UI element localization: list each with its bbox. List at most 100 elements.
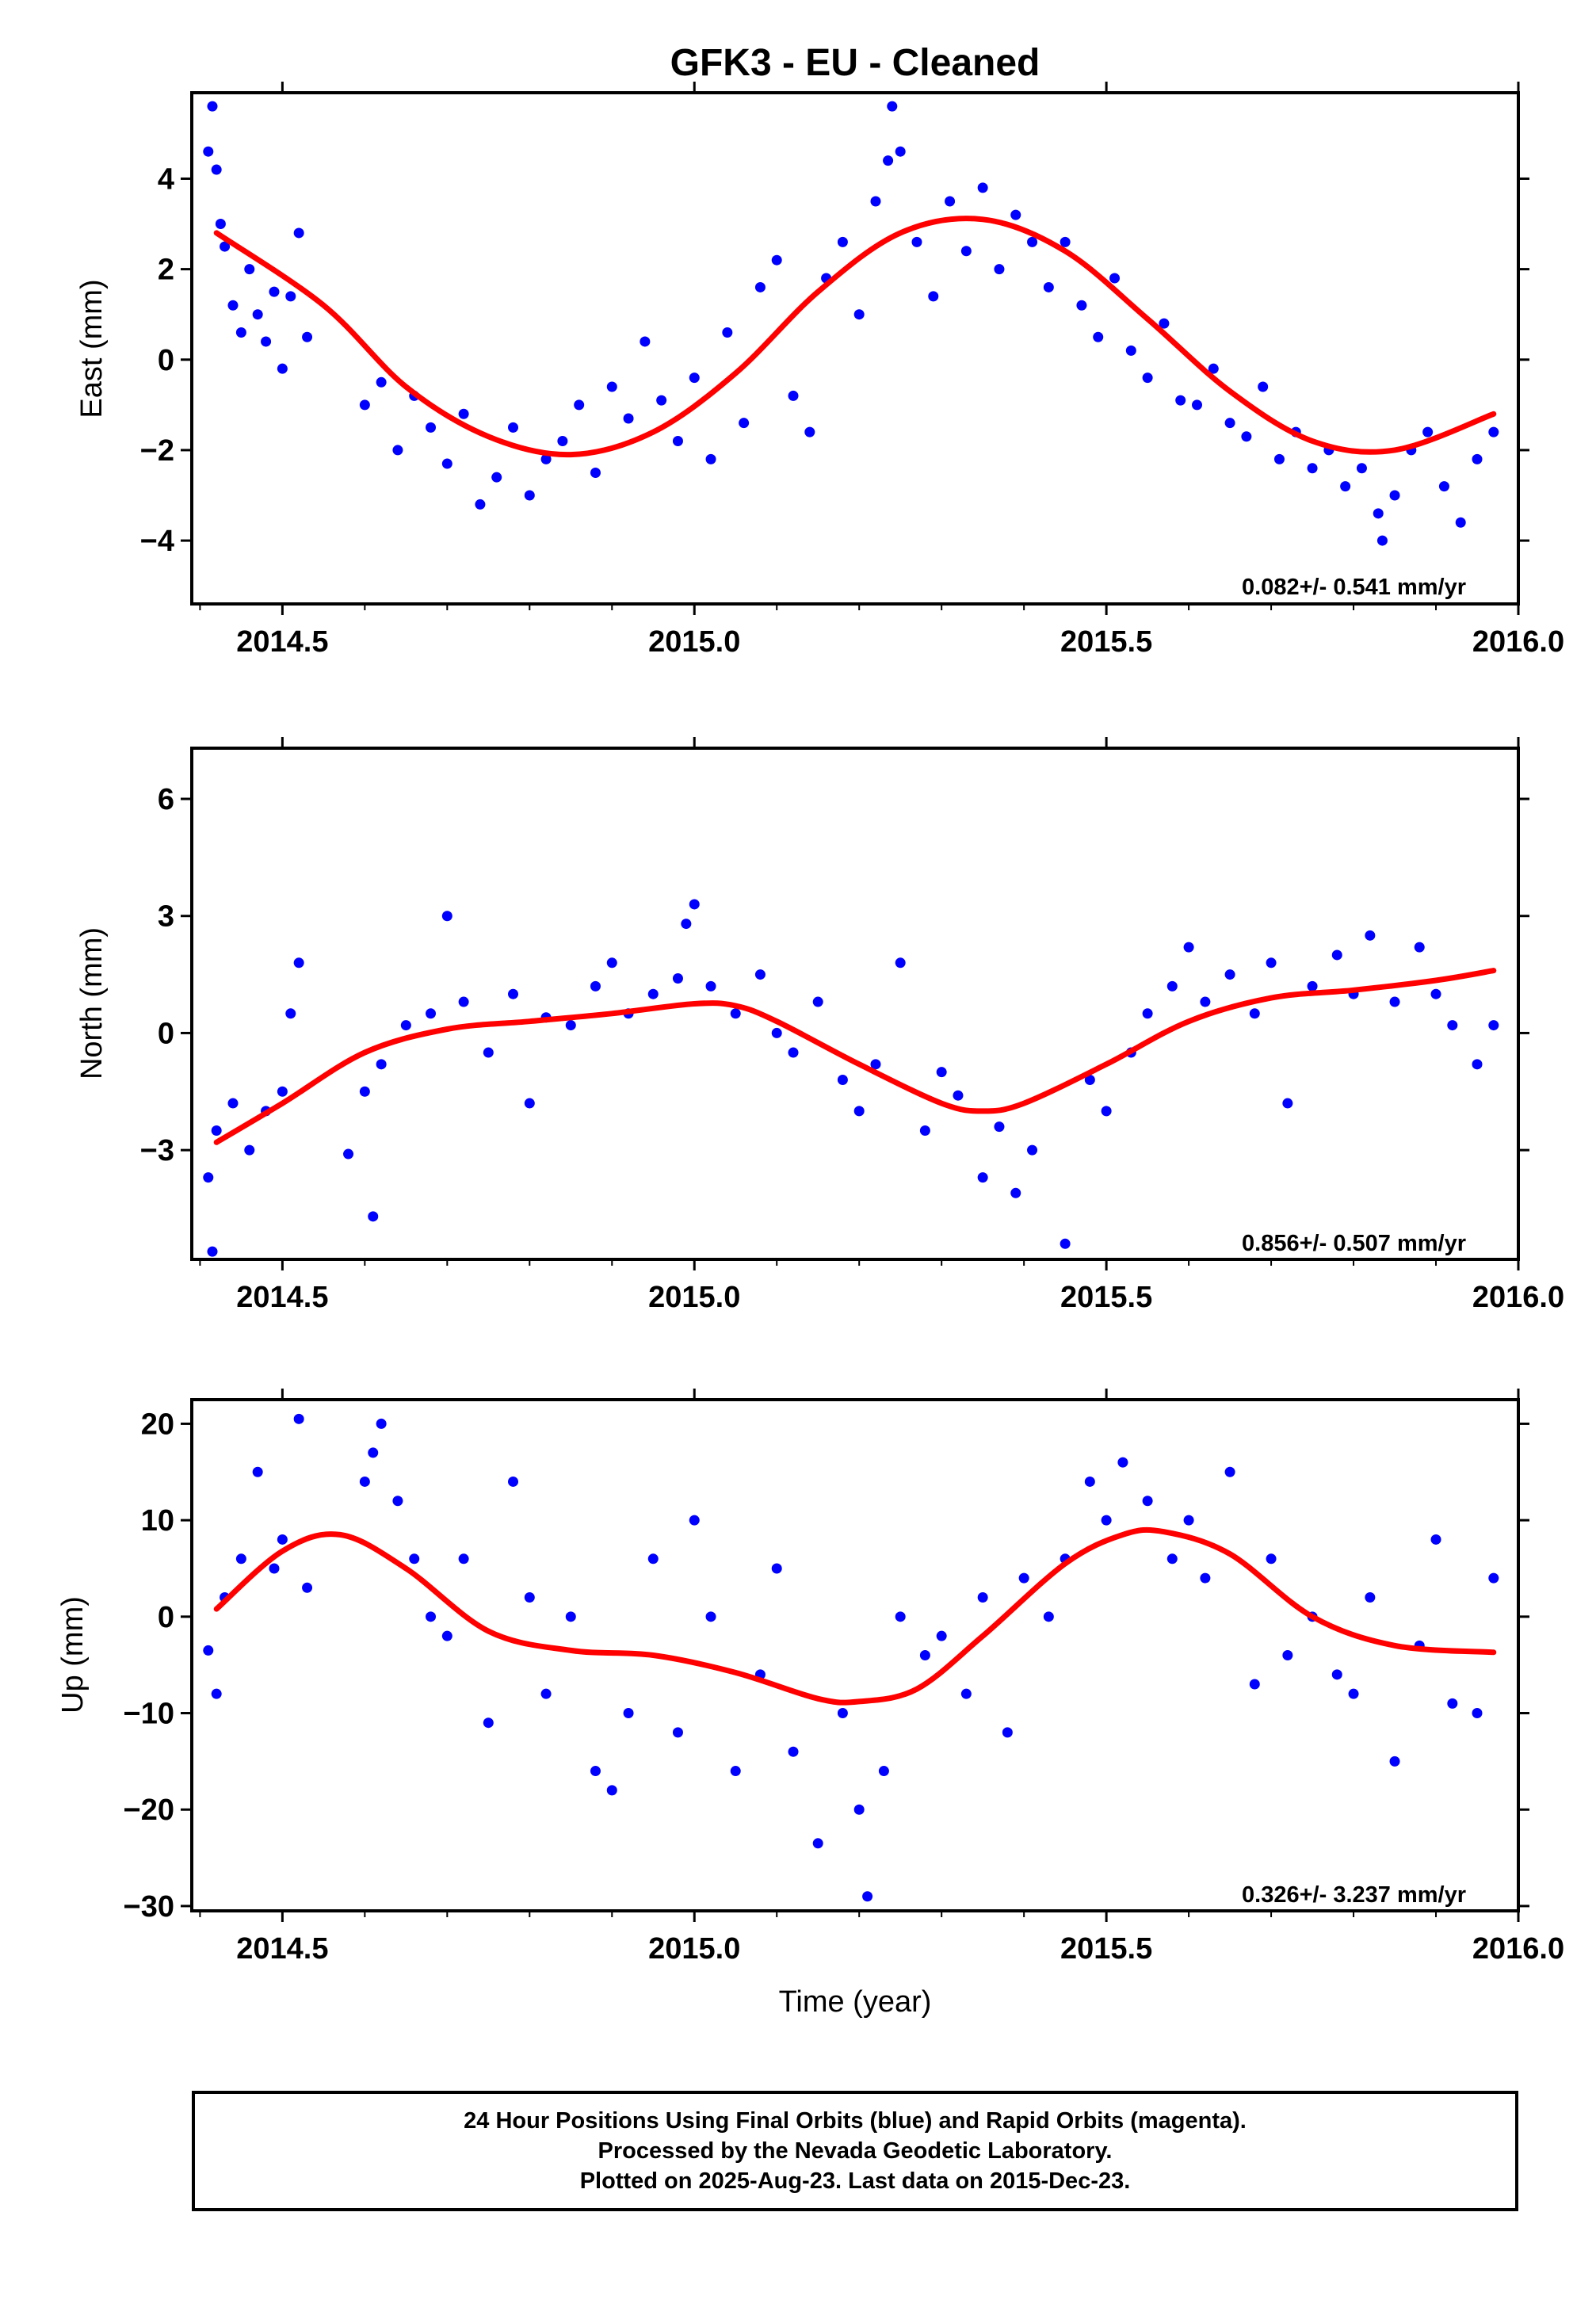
data-point (293, 957, 304, 969)
data-point (244, 1144, 255, 1156)
data-point (722, 327, 733, 338)
data-point (1376, 535, 1388, 546)
data-point (565, 1020, 576, 1031)
data-point (1365, 930, 1376, 941)
data-point (1101, 1106, 1112, 1117)
data-point (475, 499, 486, 510)
data-point (426, 1611, 437, 1622)
data-point (1060, 236, 1071, 247)
data-point (977, 1172, 988, 1183)
data-point (1010, 1187, 1021, 1198)
data-point (977, 182, 988, 193)
rate-label: 0.326+/- 3.237 mm/yr (1242, 1882, 1466, 1908)
data-point (207, 1246, 218, 1257)
data-point (878, 1766, 889, 1777)
data-point (220, 241, 231, 252)
data-point (994, 1121, 1005, 1133)
data-point (1373, 508, 1384, 519)
data-point (739, 418, 750, 429)
data-point (1084, 1075, 1095, 1086)
data-point (754, 969, 766, 980)
data-point (1389, 490, 1400, 501)
data-point (862, 1891, 873, 1902)
data-point (1142, 1496, 1153, 1507)
y-tick-label: 3 (158, 900, 174, 934)
x-tick-label: 2016.0 (1472, 625, 1564, 659)
data-point (376, 1059, 387, 1070)
data-point (895, 1611, 906, 1622)
data-point (565, 1611, 576, 1622)
data-point (1365, 1591, 1376, 1603)
data-point (689, 1515, 700, 1526)
data-point (426, 1008, 437, 1019)
data-point (1348, 1688, 1359, 1699)
data-point (483, 1047, 494, 1058)
data-point (705, 1611, 716, 1622)
data-point (1430, 1534, 1441, 1545)
data-point (1282, 1650, 1293, 1660)
data-point (1166, 1553, 1178, 1565)
data-point (672, 436, 683, 447)
x-tick-label: 2014.5 (236, 625, 328, 659)
data-point (1043, 1611, 1054, 1622)
data-point (788, 1746, 799, 1757)
data-point (623, 413, 634, 424)
data-point (293, 227, 304, 239)
x-tick-label: 2014.5 (236, 1932, 328, 1966)
data-point (681, 919, 692, 930)
data-point (1109, 273, 1121, 284)
rate-label: 0.856+/- 0.507 mm/yr (1242, 1231, 1466, 1256)
data-point (368, 1211, 379, 1222)
data-point (1027, 1144, 1038, 1156)
data-point (1224, 969, 1235, 980)
data-point (1331, 949, 1342, 961)
data-point (252, 309, 263, 320)
data-point (458, 996, 469, 1007)
data-point (1117, 1457, 1128, 1468)
chart-title: GFK3 - EU - Cleaned (670, 42, 1040, 84)
fit-line (213, 1526, 1497, 1706)
y-axis-label: East (mm) (75, 279, 109, 418)
y-tick-label: 4 (158, 162, 174, 196)
data-point (1166, 980, 1178, 991)
y-tick-label: 6 (158, 783, 174, 816)
data-point (1356, 463, 1367, 474)
data-point (1241, 431, 1252, 442)
data-point (788, 1047, 799, 1058)
data-point (1060, 1238, 1071, 1249)
x-tick-label: 2014.5 (236, 1281, 328, 1314)
footer-line: Plotted on 2025-Aug-23. Last data on 201… (579, 2168, 1131, 2194)
data-point (837, 1075, 848, 1086)
y-axis-label: Up (mm) (56, 1596, 90, 1714)
data-layer: 2014.5 2015.0 2015.5 2016.0 −4 −2 0 2 4 (140, 82, 1564, 659)
data-point (540, 1688, 552, 1699)
data-point (1125, 345, 1136, 356)
data-point (524, 1591, 535, 1603)
data-point (203, 1172, 214, 1183)
data-point (804, 426, 815, 437)
data-point (261, 336, 272, 347)
data-point (359, 1086, 370, 1097)
data-point (945, 196, 956, 207)
x-tick-label: 2015.0 (648, 625, 740, 659)
data-point (1183, 1515, 1194, 1526)
data-point (656, 395, 667, 406)
data-point (960, 1688, 972, 1699)
data-point (705, 453, 716, 464)
x-tick-label: 2015.0 (648, 1932, 740, 1966)
data-point (1258, 381, 1269, 392)
data-point (227, 300, 239, 311)
data-point (1010, 209, 1021, 220)
data-point (1438, 481, 1449, 492)
data-point (1224, 418, 1235, 429)
data-point (441, 458, 452, 469)
data-point (960, 246, 972, 257)
data-point (919, 1125, 930, 1137)
data-point (1447, 1698, 1458, 1709)
data-point (359, 399, 370, 411)
data-point (269, 286, 280, 297)
data-point (1422, 426, 1434, 437)
data-point (574, 399, 585, 411)
data-point (606, 381, 617, 392)
